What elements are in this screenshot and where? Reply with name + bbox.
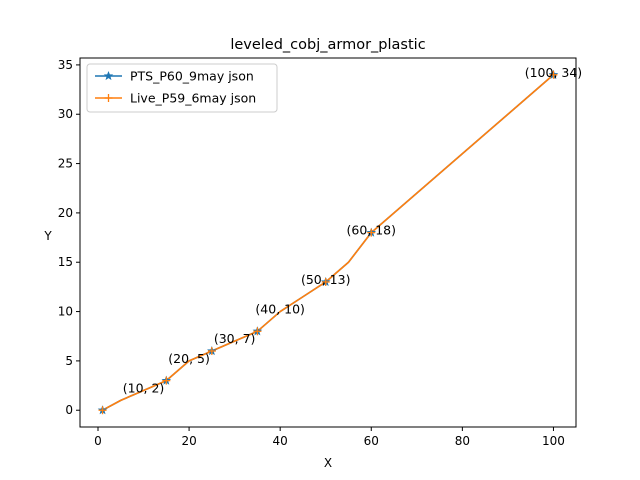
legend-label: PTS_P60_9may json bbox=[130, 69, 254, 84]
point-annotation: (40, 10) bbox=[255, 302, 305, 317]
legend-box bbox=[86, 63, 278, 113]
y-tick-label: 0 bbox=[65, 403, 73, 417]
point-annotation: (30, 7) bbox=[214, 331, 256, 346]
data-point-marker bbox=[162, 376, 171, 385]
data-point-marker bbox=[321, 277, 330, 286]
y-tick-label: 35 bbox=[58, 58, 73, 72]
legend: PTS_P60_9may json Live_P59_6may json bbox=[86, 63, 278, 113]
legend-marker bbox=[104, 94, 113, 102]
y-tick-label: 5 bbox=[65, 354, 73, 368]
x-tick-label: 80 bbox=[455, 434, 470, 448]
x-axis-label: X bbox=[324, 456, 332, 470]
x-tick-label: 100 bbox=[542, 434, 565, 448]
x-tick-label: 40 bbox=[273, 434, 288, 448]
point-annotation: (50, 13) bbox=[301, 272, 351, 287]
data-point-marker bbox=[253, 327, 262, 336]
point-annotation: (10, 2) bbox=[123, 380, 165, 395]
point-annotation: (60, 18) bbox=[347, 223, 397, 238]
y-tick-label: 30 bbox=[58, 107, 73, 121]
series-layer bbox=[97, 69, 559, 415]
annotation-layer: (10, 2)(20, 5) (30, 7) (40, 10) (50, 13) (60… bbox=[123, 65, 582, 396]
x-axis-ticks: 0 20 40 60 80 100 bbox=[94, 427, 565, 448]
legend-marker bbox=[103, 70, 114, 81]
data-point-marker bbox=[367, 228, 376, 237]
y-tick-label: 15 bbox=[58, 255, 73, 269]
y-tick-label: 25 bbox=[58, 157, 73, 171]
x-tick-label: 60 bbox=[364, 434, 379, 448]
plot-frame bbox=[79, 57, 577, 428]
point-annotation: (20, 5) bbox=[168, 351, 210, 366]
y-axis-ticks: 0 5 10 15 20 25 30 35 bbox=[58, 58, 80, 417]
y-axis-label: Y bbox=[43, 229, 52, 243]
series-line-2 bbox=[102, 74, 554, 411]
point-annotation: (100, 34) bbox=[525, 65, 582, 80]
data-point-marker bbox=[98, 406, 107, 415]
chart-title: leveled_cobj_armor_plastic bbox=[230, 37, 425, 53]
data-point-marker bbox=[549, 70, 558, 79]
x-tick-label: 20 bbox=[181, 434, 196, 448]
data-point-marker bbox=[207, 347, 216, 356]
y-tick-label: 20 bbox=[58, 206, 73, 220]
x-tick-label: 0 bbox=[94, 434, 102, 448]
legend-label: Live_P59_6may json bbox=[130, 91, 256, 106]
y-tick-label: 10 bbox=[58, 305, 73, 319]
